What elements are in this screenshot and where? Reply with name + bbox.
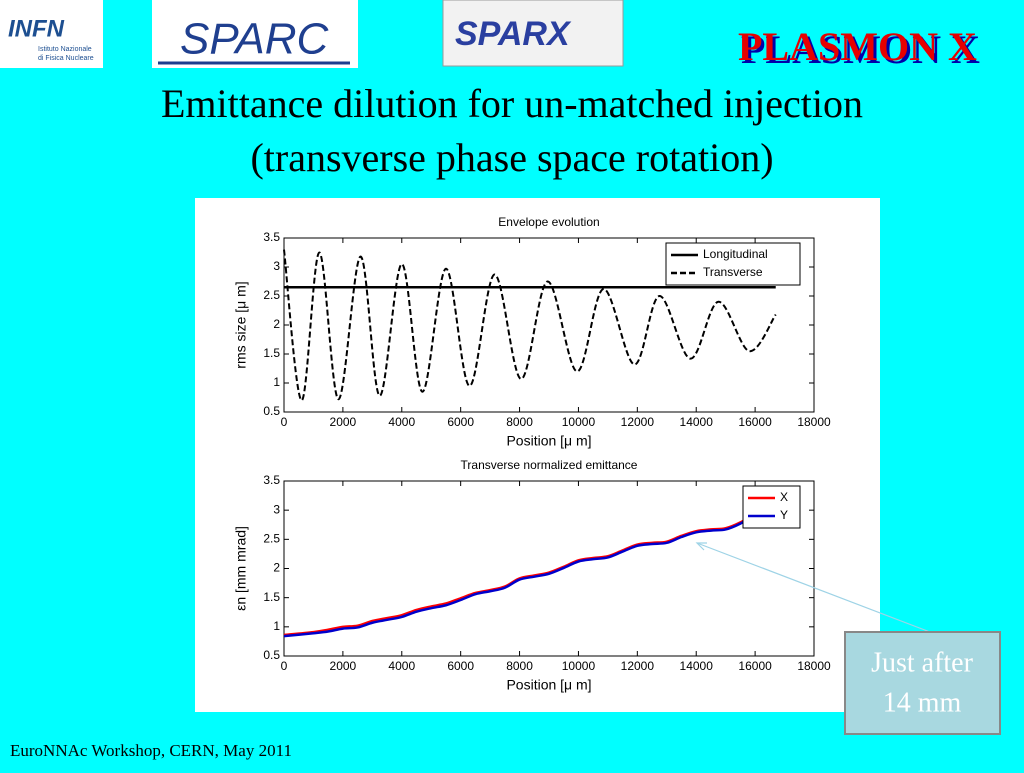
y-tick-label: 2	[273, 561, 280, 575]
series-line	[283, 516, 750, 638]
callout-box	[844, 631, 1001, 735]
x-tick-label: 16000	[738, 415, 772, 429]
sparx-logo-bg	[442, 0, 624, 67]
x-tick-label: 12000	[621, 659, 655, 673]
legend-label: X	[780, 490, 788, 504]
y-tick-label: 2	[273, 317, 280, 331]
callout-text: Just after	[871, 647, 974, 678]
x-axis-label: Position [μ m]	[506, 433, 591, 449]
x-tick-label: 4000	[388, 415, 415, 429]
x-tick-label: 6000	[447, 415, 474, 429]
y-tick-label: 3.5	[263, 473, 280, 487]
slide-title: Emittance dilution for un-matched inject…	[161, 81, 863, 126]
x-tick-label: 12000	[621, 415, 655, 429]
x-tick-label: 8000	[506, 415, 533, 429]
y-tick-label: 3.5	[263, 230, 280, 244]
y-axis-label: rms size [μ m]	[233, 281, 249, 368]
plasmon-logo: PLASMON X	[738, 24, 977, 69]
x-tick-label: 6000	[447, 659, 474, 673]
y-tick-label: 2.5	[263, 532, 280, 546]
callout-arrow	[696, 542, 931, 633]
series-line	[283, 249, 777, 402]
plot-area	[283, 480, 815, 657]
y-tick-label: 0.5	[263, 648, 280, 662]
legend-box	[742, 485, 801, 529]
chart-title: Transverse normalized emittance	[461, 458, 638, 472]
slide-title: (transverse phase space rotation)	[250, 135, 773, 180]
footer: EuroNNAc Workshop, CERN, May 2011	[10, 741, 292, 760]
chart-title: Envelope evolution	[498, 215, 599, 229]
y-tick-label: 0.5	[263, 404, 280, 418]
y-tick-label: 3	[273, 259, 280, 273]
legend-label: Y	[780, 508, 788, 522]
x-tick-label: 8000	[506, 659, 533, 673]
y-tick-label: 1.5	[263, 590, 280, 604]
x-tick-label: 16000	[738, 659, 772, 673]
infn-logo-sub: Istituto Nazionale	[38, 46, 92, 53]
x-tick-label: 10000	[562, 415, 596, 429]
plasmon-logo-shadow: PLASMON X	[741, 27, 980, 72]
x-tick-label: 4000	[388, 659, 415, 673]
infn-logo: INFN	[8, 15, 65, 42]
legend-label: Longitudinal	[703, 247, 768, 261]
sparx-logo: SPARX	[455, 15, 572, 53]
x-tick-label: 14000	[680, 415, 714, 429]
y-axis-label: εn [mm mrad]	[233, 526, 249, 611]
y-tick-label: 2.5	[263, 288, 280, 302]
legend-box	[665, 242, 801, 286]
x-tick-label: 0	[281, 415, 288, 429]
y-tick-label: 3	[273, 502, 280, 516]
x-tick-label: 18000	[797, 659, 831, 673]
x-tick-label: 2000	[330, 415, 357, 429]
infn-logo-bg	[0, 0, 103, 68]
callout-text: 14 mm	[883, 687, 962, 718]
x-axis-label: Position [μ m]	[506, 677, 591, 693]
x-tick-label: 2000	[330, 659, 357, 673]
charts: Envelope evolution 0 2000 4000 6000 8000 10000…	[233, 215, 831, 693]
x-tick-label: 0	[281, 659, 288, 673]
y-tick-label: 1	[273, 375, 280, 389]
y-tick-label: 1	[273, 619, 280, 633]
legend-label: Transverse	[703, 265, 763, 279]
sparc-logo-bg	[152, 0, 358, 68]
x-tick-label: 14000	[680, 659, 714, 673]
callout-arrowhead	[695, 542, 707, 551]
sparc-logo: SPARC	[180, 15, 330, 64]
x-tick-label: 18000	[797, 415, 831, 429]
y-tick-label: 1.5	[263, 346, 280, 360]
infn-logo-sub: di Fisica Nucleare	[38, 55, 94, 62]
x-tick-label: 10000	[562, 659, 596, 673]
